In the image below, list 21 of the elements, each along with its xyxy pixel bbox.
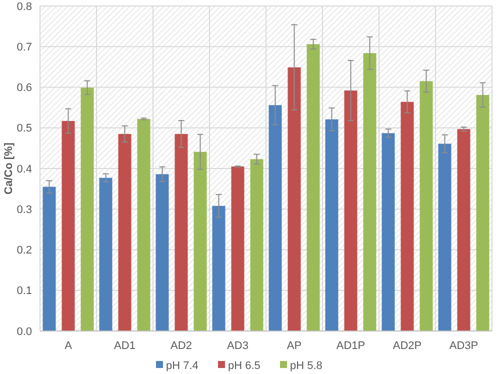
y-tick-label: 0.8: [16, 0, 32, 13]
x-tick-label: AD3P: [449, 340, 478, 352]
y-tick-label: 0.2: [16, 244, 32, 257]
y-tick-label: 0.6: [16, 82, 32, 94]
x-tick-label: A: [64, 340, 73, 352]
legend-label: pH 5.8: [290, 360, 322, 372]
x-tick-label: AD1: [114, 340, 136, 352]
legend-label: pH 7.4: [166, 360, 198, 372]
legend-label: pH 6.5: [228, 360, 260, 372]
y-tick-label: 0.5: [16, 122, 32, 135]
x-tick-label: AD1P: [336, 340, 366, 352]
x-tick-label: AD2P: [392, 340, 422, 352]
y-tick-label: 0.7: [16, 41, 32, 54]
x-tick-label: AD2: [170, 340, 192, 352]
y-tick-label: 0.4: [16, 163, 32, 176]
y-tick-label: 0.1: [16, 285, 32, 298]
x-tick-label: AP: [286, 340, 302, 352]
y-tick-label: 0.0: [16, 326, 32, 338]
y-tick-label: 0.3: [16, 204, 32, 216]
y-axis-title: Ca/Co [%]: [3, 142, 15, 194]
x-tick-label: AD3: [227, 340, 248, 352]
